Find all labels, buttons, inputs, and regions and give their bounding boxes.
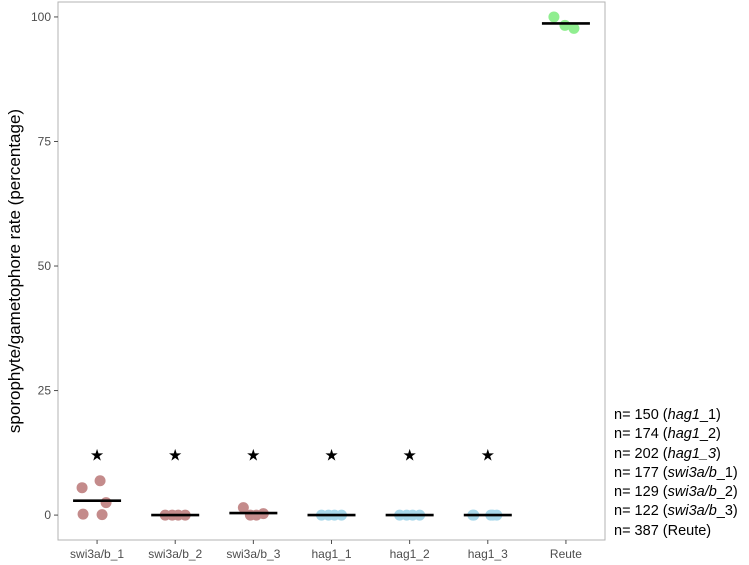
significance-star: ★ (246, 445, 260, 464)
legend-entry: n= 150 (hag1_1) (614, 406, 738, 425)
legend-entry-text: n= 177 ( (614, 464, 668, 481)
y-tick-label: 50 (38, 259, 52, 273)
x-tick-label: swi3a/b_3 (226, 547, 280, 561)
data-point (548, 11, 560, 23)
data-point (94, 475, 106, 487)
legend-entry-suffix: _2) (699, 426, 721, 443)
significance-star: ★ (168, 445, 182, 464)
x-tick-label: swi3a/b_1 (70, 547, 124, 561)
significance-star: ★ (90, 445, 104, 464)
y-tick-label: 75 (38, 134, 52, 148)
legend-entry: n= 129 (swi3a/b_2) (614, 483, 738, 502)
x-tick-label: swi3a/b_2 (148, 547, 202, 561)
x-axis: swi3a/b_1 swi3a/b_2 swi3a/b_3 hag1_1 hag1_2 h… (70, 540, 582, 561)
legend-entry: n= 387 (Reute) (614, 522, 738, 541)
x-tick-label: Reute (550, 547, 582, 561)
significance-star: ★ (402, 445, 416, 464)
legend-entry-text: n= 150 ( (614, 407, 668, 423)
x-tick-label: hag1_2 (390, 547, 430, 561)
legend-entry: n= 122 (swi3a/b_3) (614, 502, 738, 521)
legend-entry: n= 202 (hag1_3) (614, 445, 738, 464)
data-point (76, 482, 88, 494)
data-point (568, 22, 580, 34)
legend-entry-genotype: swi3a/b (667, 484, 717, 501)
legend-entry-suffix: ) (716, 445, 721, 462)
legend-entry: n= 177 (swi3a/b_1) (614, 464, 738, 483)
legend-entry-suffix: _1) (716, 464, 738, 481)
x-tick-label: hag1_1 (311, 547, 351, 561)
legend-entry-genotype: swi3a/b (667, 464, 717, 481)
legend-entry-suffix: _1) (699, 407, 721, 423)
data-point (77, 508, 89, 520)
data-marks: ★ ★ ★ ★ ★ ★ (73, 11, 590, 521)
sample-size-legend: n= 150 (hag1_1) n= 174 (hag1_2) n= 202 (ha… (614, 406, 738, 541)
legend-entry-suffix: _2) (716, 484, 738, 501)
data-point (100, 497, 112, 509)
legend-entry-suffix: _3) (716, 503, 738, 520)
legend-entry: n= 174 (hag1_2) (614, 425, 738, 444)
legend-entry-genotype: hag1 (667, 426, 700, 443)
y-tick-label: 0 (44, 508, 51, 522)
legend-entry-genotype: hag1_3 (667, 445, 717, 462)
y-axis-label: sporophyte/gametophore rate (percentage) (5, 109, 24, 433)
x-tick-label: hag1_3 (468, 547, 508, 561)
significance-star: ★ (324, 445, 338, 464)
legend-entry-genotype: hag1 (667, 407, 700, 423)
data-point (96, 509, 108, 521)
legend-entry-text: n= 129 ( (614, 484, 668, 501)
legend-entry-text: n= 387 (Reute) (614, 522, 712, 539)
legend-entry-genotype: swi3a/b (667, 503, 717, 520)
y-axis: 0 25 50 75 100 (31, 10, 58, 522)
legend-entry-text: n= 202 ( (614, 445, 668, 462)
legend-entry-text: n= 122 ( (614, 503, 668, 520)
legend-entry-text: n= 174 ( (614, 426, 668, 443)
y-tick-label: 25 (38, 384, 52, 398)
data-point (237, 502, 249, 514)
y-tick-label: 100 (31, 10, 51, 24)
significance-star: ★ (481, 445, 495, 464)
